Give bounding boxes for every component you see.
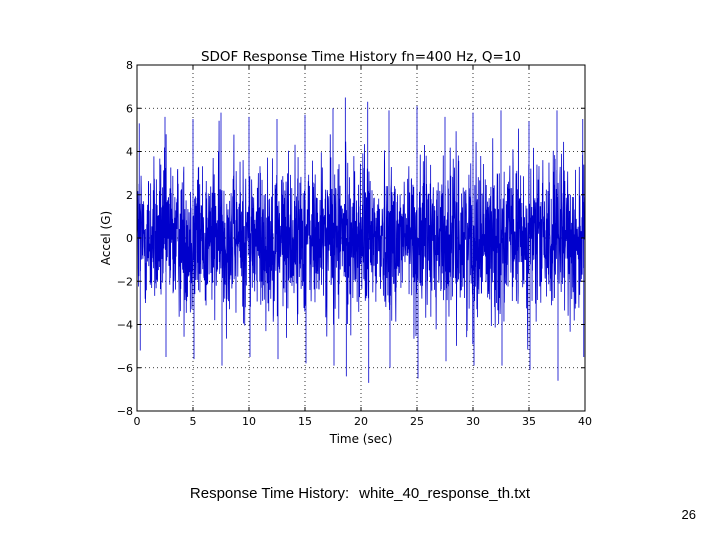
page-number: 26 [681,507,696,522]
ticks: 0 5 10 15 20 25 30 35 40 −8 −6 −4 −2 0 2 4 6 8 [117,59,592,428]
x-tick-label: 25 [410,415,424,428]
y-tick-label: 4 [126,146,133,159]
x-tick-label: 35 [522,415,536,428]
signal-trace [136,97,586,383]
y-axis-label: Accel (G) [99,211,113,265]
y-tick-label: 0 [126,232,133,245]
y-tick-label: −4 [117,319,133,332]
x-tick-label: 10 [242,415,256,428]
x-tick-label: 20 [354,415,368,428]
y-tick-label: 6 [126,102,133,115]
caption-filename: white_40_response_th.txt [359,485,531,502]
chart-title: SDOF Response Time History fn=400 Hz, Q=… [201,49,521,65]
x-tick-label: 0 [134,415,141,428]
x-tick-label: 30 [466,415,480,428]
y-tick-label: −8 [117,405,133,418]
response-time-history-chart: 0 5 10 15 20 25 30 35 40 −8 −6 −4 −2 0 2 4 6 8 SDOF Respo… [99,49,592,446]
caption: Response Time History: white_40_response_… [0,485,720,502]
x-tick-label: 5 [190,415,197,428]
caption-label: Response Time History: [189,485,350,502]
x-tick-label: 40 [578,415,592,428]
x-axis-label: Time (sec) [329,432,393,446]
y-tick-label: −2 [117,275,133,288]
y-tick-label: 8 [126,59,133,72]
y-tick-label: 2 [126,189,133,202]
x-tick-label: 15 [298,415,312,428]
y-tick-label: −6 [117,362,133,375]
signal-line [136,97,586,383]
